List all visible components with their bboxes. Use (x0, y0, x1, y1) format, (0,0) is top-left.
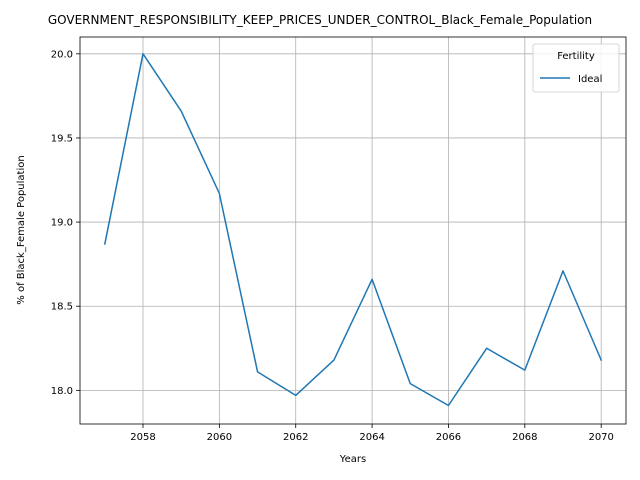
x-tick-label: 2062 (283, 432, 308, 443)
y-tick-label: 18.0 (51, 386, 73, 397)
x-axis-ticks: 2058 2060 2062 2064 2066 2068 2070 (130, 424, 614, 443)
y-tick-label: 20.0 (51, 49, 73, 60)
data-point (447, 404, 449, 406)
data-point (524, 369, 526, 371)
data-point (600, 359, 602, 361)
data-point (409, 383, 411, 385)
legend: Fertility Ideal (532, 43, 620, 93)
y-tick-label: 18.5 (51, 302, 73, 313)
data-point (180, 110, 182, 112)
x-tick-label: 2064 (359, 432, 384, 443)
data-point (142, 53, 144, 55)
y-tick-label: 19.0 (51, 218, 73, 229)
data-point (562, 270, 564, 272)
legend-label-ideal: Ideal (578, 74, 602, 85)
data-point (333, 359, 335, 361)
y-axis-ticks: 18.0 18.5 19.0 19.5 20.0 (51, 49, 80, 397)
y-tick-label: 19.5 (51, 133, 73, 144)
data-point (295, 394, 297, 396)
plot-area-frame (79, 36, 627, 425)
x-tick-label: 2070 (588, 432, 613, 443)
series-layer (103, 53, 603, 407)
x-axis-label: Years (339, 454, 366, 465)
grid (80, 37, 626, 424)
x-tick-label: 2060 (207, 432, 232, 443)
chart-title: GOVERNMENT_RESPONSIBILITY_KEEP_PRICES_UN… (48, 13, 592, 27)
x-tick-label: 2066 (436, 432, 461, 443)
legend-box (532, 43, 620, 93)
series-line-ideal (103, 53, 603, 407)
data-point (218, 192, 220, 194)
x-tick-label: 2068 (512, 432, 537, 443)
y-axis-label: % of Black_Female Population (16, 155, 27, 304)
x-tick-label: 2058 (130, 432, 155, 443)
data-point (104, 243, 106, 245)
data-point (371, 278, 373, 280)
legend-title: Fertility (557, 51, 595, 62)
data-point (257, 371, 259, 373)
data-point (486, 347, 488, 349)
